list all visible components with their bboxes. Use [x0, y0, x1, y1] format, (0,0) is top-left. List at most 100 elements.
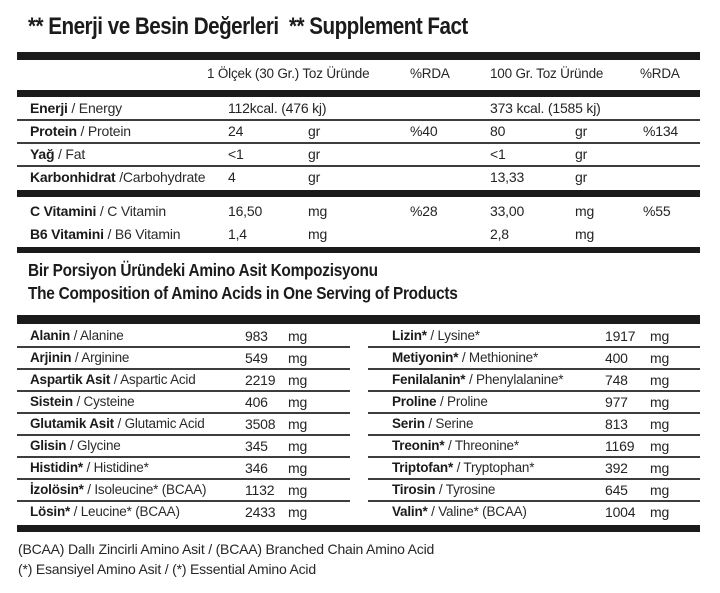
amino-section-title-en: The Composition of Amino Acids in One Se… — [28, 283, 458, 303]
vitamin-row-name-en: / C Vitamin — [99, 203, 166, 219]
amino-name-en: / Leucine* (BCAA) — [73, 504, 180, 519]
amino-name: Glutamik Asit / Glutamic Acid — [17, 414, 245, 434]
amino-row: Serin / Serine 813 mg — [368, 414, 700, 436]
amino-value: 346 — [245, 460, 268, 476]
nutrient-table: Enerji / Energy 112kcal. (476 kj) 373 kcal… — [17, 98, 700, 190]
amino-name: Fenilalanin* / Phenylalanine* — [368, 370, 605, 390]
amino-name: Metiyonin* / Methionine* — [368, 348, 605, 368]
amino-name-en: / Serine — [428, 416, 474, 431]
amino-name-tr: Sistein — [30, 394, 73, 409]
nutrient-row-value-100g: 373 kcal. (1585 kj) — [490, 100, 601, 116]
nutrient-row-name-tr: Enerji — [30, 100, 68, 116]
nutrient-row-value-30g: <1 — [228, 146, 244, 162]
vitamin-row-value-100g: 2,8 — [490, 226, 509, 242]
nutrient-row-rda-30g — [407, 98, 490, 119]
amino-row: Triptofan* / Tryptophan* 392 mg — [368, 458, 700, 480]
amino-unit: mg — [288, 394, 308, 410]
amino-name-en: / Aspartic Acid — [113, 372, 196, 387]
amino-unit: mg — [650, 328, 670, 344]
nutrient-row-unit-100g: gr — [575, 146, 588, 162]
vitamin-row-unit-30g: mg — [308, 226, 328, 242]
amino-unit: mg — [288, 416, 308, 432]
header-serving-100g: 100 Gr. Toz Üründe — [490, 66, 604, 81]
amino-name-en: / Lysine* — [430, 328, 480, 343]
amino-name-tr: Treonin* — [392, 438, 445, 453]
amino-row: Valin* / Valine* (BCAA) 1004 mg — [368, 502, 700, 524]
amino-name-tr: Valin* — [392, 504, 428, 519]
vitamin-row-value-30g: 16,50 — [228, 203, 263, 219]
nutrient-row-rda-30g — [407, 167, 490, 190]
amino-value: 983 — [245, 328, 268, 344]
nutrient-row-rda-100g — [640, 144, 700, 165]
nutrient-row-unit-30g: gr — [308, 123, 321, 139]
amino-name-tr: Glutamik Asit — [30, 416, 114, 431]
nutrient-row-value-100g: 13,33 — [490, 169, 525, 185]
amino-name-tr: Arjinin — [30, 350, 72, 365]
amino-row: Fenilalanin* / Phenylalanine* 748 mg — [368, 370, 700, 392]
amino-row: Tirosin / Tyrosine 645 mg — [368, 480, 700, 502]
amino-unit: mg — [650, 504, 670, 520]
amino-value: 977 — [605, 394, 628, 410]
divider-bar — [17, 52, 700, 60]
amino-name-tr: Proline — [392, 394, 437, 409]
nutrient-row-name-en: / Protein — [80, 123, 132, 139]
nutrient-row: Protein / Protein 24 gr %40 80 gr %134 — [17, 121, 700, 144]
amino-value: 400 — [605, 350, 628, 366]
nutrient-row-value-30g: 112kcal. (476 kj) — [228, 100, 327, 116]
divider-bar — [17, 525, 700, 532]
nutrient-row-name-tr: Protein — [30, 123, 77, 139]
nutrient-row-name-tr: Karbonhidrat — [30, 169, 116, 185]
nutrient-row-value-30g: 4 — [228, 169, 236, 185]
nutrient-row-name: Enerji / Energy — [17, 98, 228, 119]
nutrient-row-name-tr: Yağ — [30, 146, 55, 162]
amino-row: Arjinin / Arginine 549 mg — [17, 348, 350, 370]
amino-name: Triptofan* / Tryptophan* — [368, 458, 605, 478]
amino-name-en: / Tyrosine — [438, 482, 496, 497]
vitamin-table: C Vitamini / C Vitamin 16,50 mg %28 33,00 mg%… — [17, 199, 700, 247]
amino-name: İzolösin* / Isoleucine* (BCAA) — [17, 480, 245, 500]
amino-value: 1132 — [245, 482, 275, 498]
amino-unit: mg — [288, 438, 308, 454]
vitamin-row: C Vitamini / C Vitamin 16,50 mg %28 33,00 mg%… — [17, 201, 700, 224]
nutrient-row-rda-100g — [640, 167, 700, 190]
amino-row: Treonin* / Threonine* 1169 mg — [368, 436, 700, 458]
amino-row: Metiyonin* / Methionine* 400 mg — [368, 348, 700, 370]
amino-name-tr: Fenilalanin* — [392, 372, 466, 387]
amino-name-en: / Valine* (BCAA) — [431, 504, 527, 519]
amino-name: Arjinin / Arginine — [17, 348, 245, 368]
amino-row: Lizin* / Lysine* 1917 mg — [368, 326, 700, 348]
header-serving-30g: 1 Ölçek (30 Gr.) Toz Üründe — [207, 66, 370, 81]
vitamin-row-unit-100g: mg — [575, 226, 595, 242]
amino-unit: mg — [650, 416, 670, 432]
amino-name-tr: Glisin — [30, 438, 67, 453]
amino-unit: mg — [650, 394, 670, 410]
nutrient-row-rda-30g — [407, 144, 490, 165]
amino-unit: mg — [650, 460, 670, 476]
amino-name: Aspartik Asit / Aspartic Acid — [17, 370, 245, 390]
nutrient-row-name: Protein / Protein — [17, 121, 228, 142]
header-rda-100g: %RDA — [640, 66, 680, 81]
vitamin-row-unit-100g: mg — [575, 203, 595, 219]
amino-row: Alanin / Alanine 983 mg — [17, 326, 350, 348]
amino-unit: mg — [288, 504, 308, 520]
amino-name: Lösin* / Leucine* (BCAA) — [17, 502, 245, 524]
amino-row: Histidin* / Histidine* 346 mg — [17, 458, 350, 480]
nutrient-row-unit-100g: gr — [575, 169, 588, 185]
amino-name-en: / Tryptophan* — [456, 460, 535, 475]
amino-value: 2433 — [245, 504, 276, 520]
amino-name-en: / Threonine* — [447, 438, 519, 453]
amino-row: Glisin / Glycine 345 mg — [17, 436, 350, 458]
amino-name-en: / Glutamic Acid — [117, 416, 205, 431]
divider-bar — [17, 315, 700, 324]
amino-row: Glutamik Asit / Glutamic Acid 3508 mg — [17, 414, 350, 436]
nutrient-row-unit-100g: gr — [575, 123, 588, 139]
vitamin-row-name-tr: B6 Vitamini — [30, 226, 104, 242]
amino-row: Lösin* / Leucine* (BCAA) 2433 mg — [17, 502, 350, 524]
amino-name-tr: Lösin* — [30, 504, 71, 519]
amino-name-en: / Cysteine — [76, 394, 135, 409]
amino-unit: mg — [650, 438, 670, 454]
amino-name: Glisin / Glycine — [17, 436, 245, 456]
header-rda-30g: %RDA — [410, 66, 450, 81]
amino-name: Proline / Proline — [368, 392, 605, 412]
